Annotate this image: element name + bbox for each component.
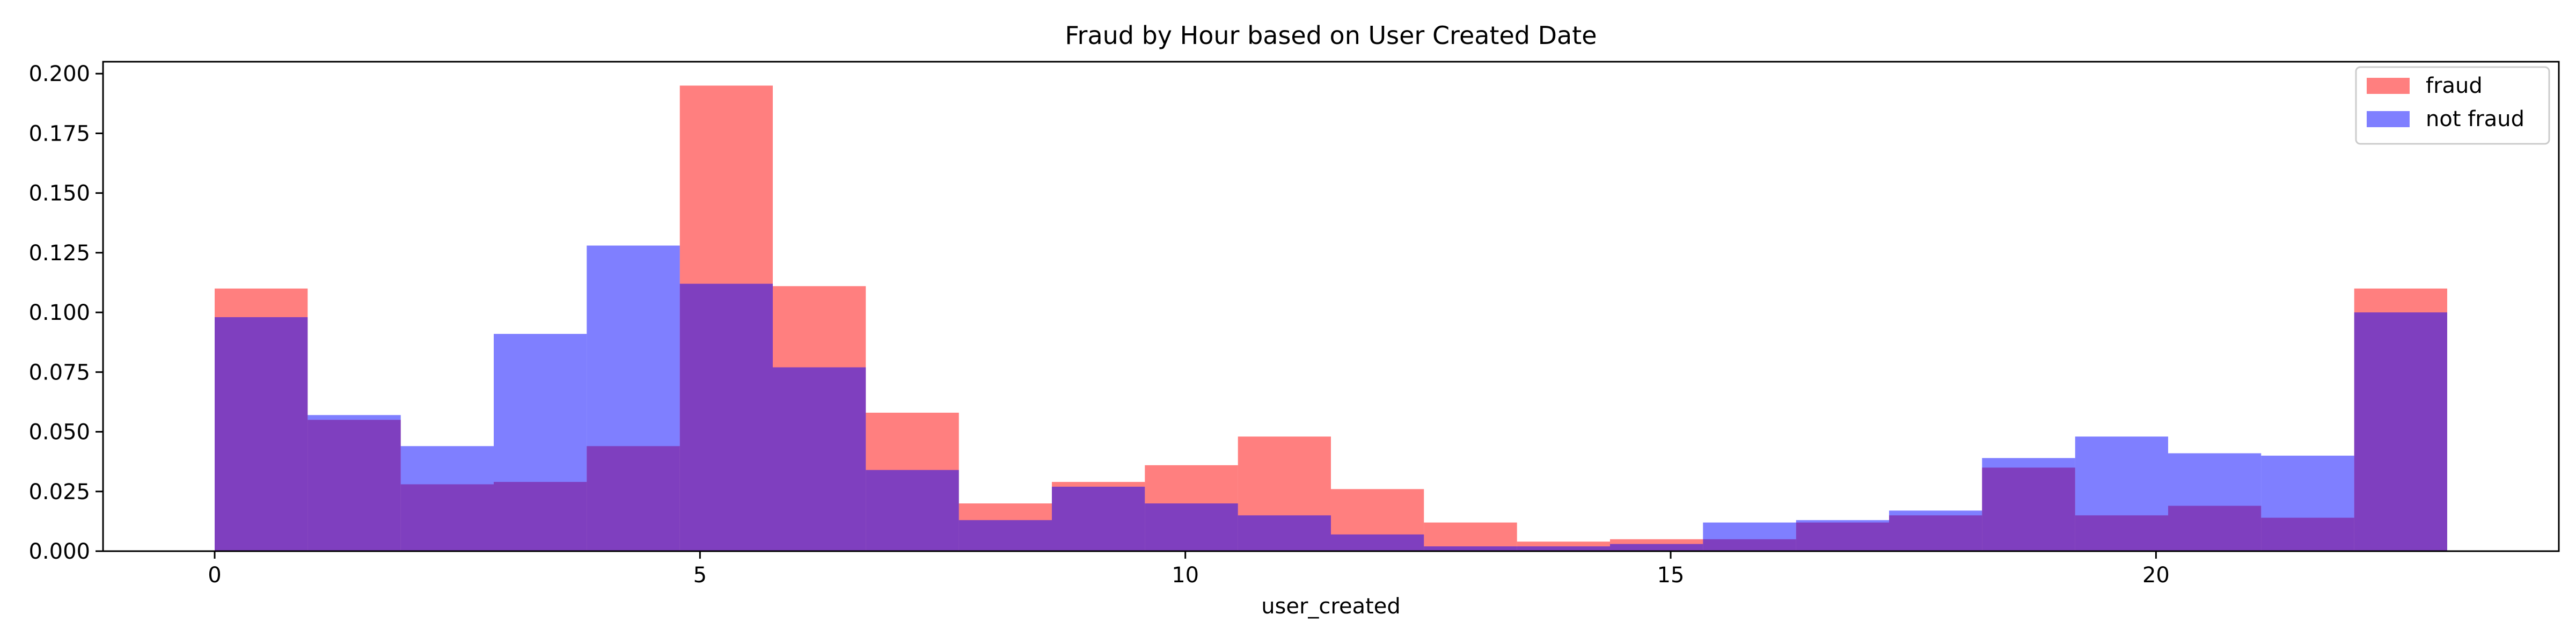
- y-tick-label: 0.175: [28, 121, 90, 146]
- y-tick-label: 0.200: [28, 62, 90, 86]
- bar-not-fraud-12: [1331, 534, 1424, 551]
- y-tick-label: 0.075: [28, 360, 90, 385]
- bar-not-fraud-4: [587, 245, 680, 551]
- bar-not-fraud-11: [1238, 515, 1331, 551]
- chart-title: Fraud by Hour based on User Created Date: [1065, 21, 1597, 50]
- x-axis-ticks: 0 5 10 15 20: [208, 551, 2170, 588]
- bar-not-fraud-21: [2168, 453, 2262, 551]
- bar-not-fraud-19: [1982, 458, 2075, 551]
- bar-not-fraud-14: [1517, 546, 1610, 551]
- bar-not-fraud-16: [1703, 522, 1796, 551]
- x-tick-label: 15: [1657, 563, 1685, 588]
- bar-not-fraud-18: [1889, 510, 1982, 551]
- bar-not-fraud-15: [1610, 544, 1703, 551]
- bar-not-fraud-17: [1796, 520, 1889, 551]
- bar-not-fraud-20: [2075, 436, 2168, 551]
- x-tick-label: 5: [693, 563, 707, 588]
- bar-not-fraud-13: [1424, 546, 1517, 551]
- x-tick-label: 10: [1172, 563, 1199, 588]
- y-tick-label: 0.125: [28, 241, 90, 266]
- x-axis-label: user_created: [1261, 594, 1401, 619]
- legend: fraud not fraud: [2355, 66, 2550, 145]
- x-tick-label: 0: [208, 563, 221, 588]
- bar-not-fraud-6: [773, 367, 866, 551]
- y-axis-ticks: 0.000 0.025 0.050 0.075 0.100 0.125 0.150 0.175…: [28, 62, 103, 564]
- y-tick-label: 0.025: [28, 480, 90, 504]
- bar-not-fraud-23: [2354, 312, 2447, 551]
- bar-not-fraud-10: [1145, 503, 1238, 551]
- x-tick-label: 20: [2142, 563, 2170, 588]
- bars-layer: [215, 85, 2447, 552]
- bar-not-fraud-5: [679, 283, 773, 551]
- bar-not-fraud-22: [2261, 456, 2354, 551]
- legend-swatch-fraud: [2367, 78, 2410, 94]
- legend-swatch-not-fraud: [2367, 111, 2410, 127]
- bar-not-fraud-2: [400, 446, 494, 551]
- y-tick-label: 0.000: [28, 539, 90, 564]
- bar-not-fraud-8: [958, 520, 1052, 551]
- plot-frame: [102, 61, 2560, 552]
- y-tick-label: 0.150: [28, 181, 90, 206]
- bar-not-fraud-3: [494, 334, 587, 551]
- series-not-fraud: [215, 245, 2447, 551]
- y-tick-label: 0.100: [28, 301, 90, 325]
- y-tick-label: 0.050: [28, 420, 90, 445]
- bar-not-fraud-7: [866, 470, 959, 551]
- legend-label-not-fraud: not fraud: [2426, 107, 2524, 131]
- bar-not-fraud-0: [215, 317, 308, 551]
- bar-not-fraud-9: [1052, 486, 1145, 551]
- bar-not-fraud-1: [308, 415, 401, 551]
- legend-label-fraud: fraud: [2426, 74, 2483, 98]
